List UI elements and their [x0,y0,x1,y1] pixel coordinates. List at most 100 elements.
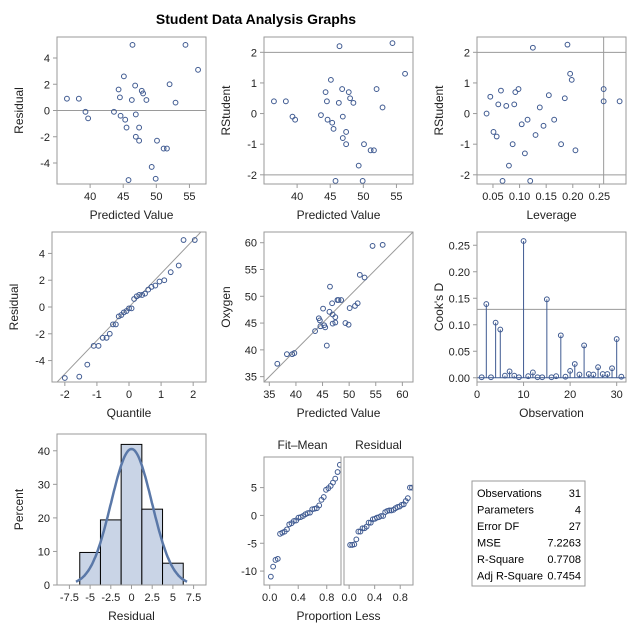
data-point [129,41,136,48]
data-point [148,164,155,170]
data-point [136,124,143,131]
x-axis-label: Residual [108,609,155,623]
data-point [379,104,386,111]
data-point [326,308,333,315]
y-tick-label: -5 [247,538,257,550]
data-point [361,141,367,148]
data-point [334,469,341,475]
data-point [404,495,411,502]
plot-frame [263,36,414,185]
figure-title: Student Data Analysis Graphs [156,11,356,27]
data-point [111,108,117,115]
data-point [332,314,339,321]
data-point [123,124,130,131]
data-point [336,461,341,468]
data-point [76,373,83,380]
x-tick-label: -2.5 [101,592,120,604]
data-point [327,283,333,290]
y-tick-label: 2 [39,275,45,287]
data-point [529,44,536,51]
data-point [386,507,393,514]
y-tick-label: -4 [40,158,50,170]
x-axis-label: Quantile [107,406,152,420]
y-tick-label: 45 [245,318,257,330]
x-tick-label: 0.4 [291,592,306,604]
data-point [324,116,331,123]
x-tick-label: 50 [357,191,369,203]
data-point [345,321,352,328]
data-point [545,92,552,99]
y-tick-label: 0 [464,109,470,121]
data-point [356,271,363,278]
x-axis-label: Proportion Less [296,609,380,623]
data-point [359,178,366,184]
data-point [323,342,330,349]
data-point [64,95,70,102]
data-point [339,135,346,141]
data-point [506,162,512,169]
data-point [350,99,357,106]
needle-point [488,374,494,381]
x-tick-label: 10 [517,389,529,401]
data-point [527,178,534,184]
y-tick-label: 55 [245,265,257,277]
data-point [164,145,170,152]
plot-area [347,484,413,548]
data-point [282,98,289,105]
chart-res-vs-pred: 40 45 50 55 -4 -2 0 2 4 Predicted Value Residual [12,36,207,222]
data-point [342,320,349,326]
x-tick-label: 0 [126,389,132,401]
needle-point [497,326,504,333]
data-point [551,116,558,123]
x-tick-label: 0.10 [509,191,530,203]
chart-cooks-d: 0 10 20 30 0.00 0.05 0.10 0.15 0.20 0.25 Observati… [432,231,627,420]
data-point [320,494,327,500]
plot-frame [476,231,627,383]
data-point [532,132,539,138]
data-point [122,116,129,123]
y-tick-label: 0 [251,109,257,121]
x-axis-label: Predicted Value [90,208,174,222]
y-axis-label: RStudent [432,85,446,136]
y-tick-label: 1 [464,78,470,90]
data-point [343,129,350,135]
stat-label: Adj R-Square [477,571,543,583]
x-axis-label: Predicted Value [297,406,381,420]
data-point [354,300,361,307]
x-tick-label: 30 [611,389,623,401]
data-point [160,145,167,152]
data-point [128,305,135,312]
data-point [132,133,139,140]
y-tick-label: 2 [464,47,470,59]
needle-point [581,342,587,349]
needle-point [529,369,536,376]
y-axis-label: Oxygen [219,286,233,327]
data-point [152,175,159,182]
plot-area [57,41,206,183]
stat-label: MSE [477,538,501,550]
data-point [339,113,346,120]
data-point [409,484,413,491]
y-tick-label: -2 [35,329,45,341]
data-point [495,101,502,108]
plot-area [264,40,413,184]
y-tick-label: -1 [460,139,470,151]
data-point [106,330,113,337]
data-point [195,66,201,73]
data-point [493,133,500,140]
y-tick-label: 0 [44,106,50,118]
needle-point [609,365,615,372]
needle-point [520,238,527,244]
data-point [167,269,174,276]
data-point [355,162,362,169]
data-point [316,317,323,324]
data-point [289,113,296,120]
needle-point [506,368,513,375]
data-point [330,125,337,132]
x-axis-label: Observation [519,406,584,420]
plot-area [264,232,413,382]
data-point [324,98,330,105]
y-tick-label: 35 [245,372,257,384]
data-point [320,305,326,312]
x-tick-label: 0.0 [262,592,277,604]
